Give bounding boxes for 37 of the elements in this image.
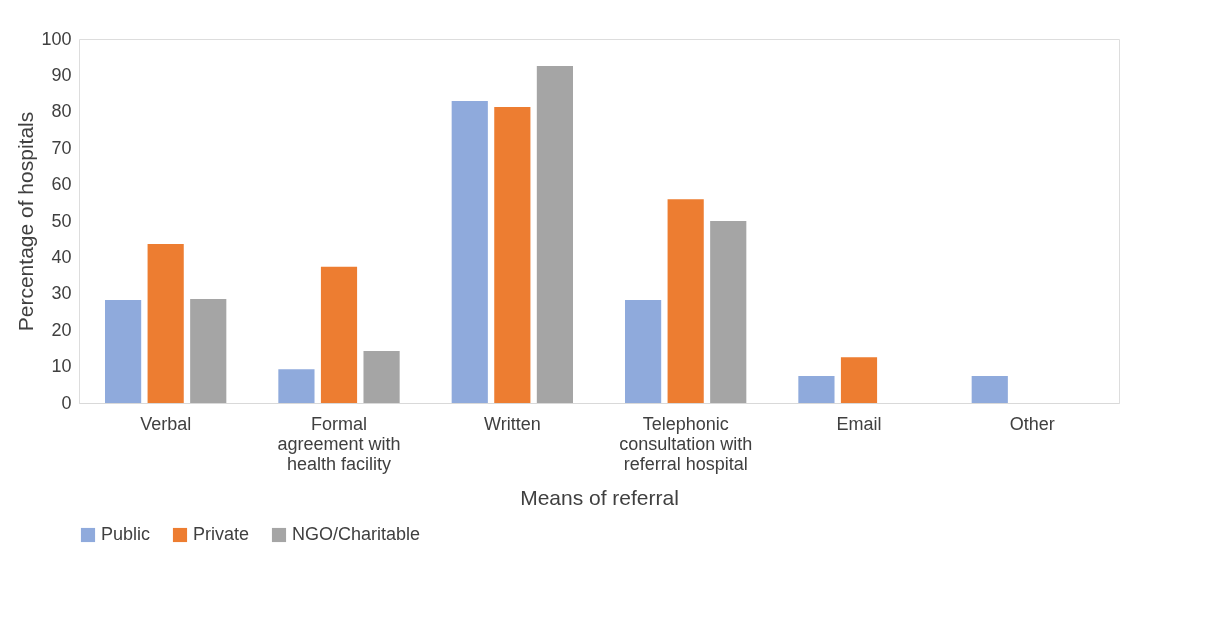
y-tick-label: 10 <box>51 356 72 377</box>
bar <box>971 376 1008 403</box>
bar <box>840 357 878 403</box>
bar <box>494 107 531 403</box>
bar <box>278 369 315 403</box>
bar <box>451 100 488 403</box>
bar <box>147 243 184 403</box>
bar <box>536 65 573 403</box>
y-tick-label: 30 <box>51 283 72 304</box>
legend-label: Private <box>193 524 250 544</box>
bar <box>190 298 227 403</box>
y-axis-title: Percentage of hospitals <box>14 111 38 332</box>
x-tick-label: Written <box>483 413 541 434</box>
bar <box>320 266 358 403</box>
x-tick-label: Formal agreement with health facility <box>277 413 401 474</box>
x-tick-label: Verbal <box>140 413 192 434</box>
y-tick-label: 60 <box>51 174 72 195</box>
bar <box>667 199 704 403</box>
bar <box>798 376 835 403</box>
y-tick-label: 70 <box>51 137 72 158</box>
y-tick-label: 90 <box>51 64 72 85</box>
x-tick-label: Telephonic consultation with referral hospital <box>619 413 753 474</box>
x-tick-label: Email <box>836 413 882 434</box>
y-tick-label: 40 <box>51 246 72 267</box>
y-tick-label: 80 <box>51 101 72 122</box>
y-tick-label: 20 <box>51 319 72 340</box>
legend-label: Public <box>101 524 151 544</box>
bar <box>363 350 400 403</box>
y-tick-label: 100 <box>41 28 72 49</box>
y-tick-label: 0 <box>61 392 72 413</box>
bar <box>625 299 662 403</box>
bar <box>710 221 747 403</box>
y-tick-label: 50 <box>51 210 72 231</box>
x-tick-label: Other <box>1009 413 1055 434</box>
legend-label: NGO/Charitable <box>292 524 421 544</box>
x-axis-title: Means of referral <box>520 485 679 509</box>
bar <box>105 299 142 403</box>
